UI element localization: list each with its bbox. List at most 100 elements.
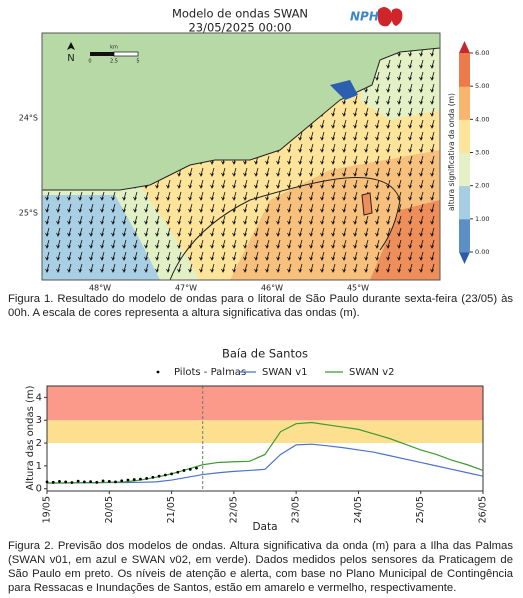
wave-arrow [331,263,336,273]
wave-arrow [342,263,347,273]
wave-arrow [419,263,424,273]
wave-arrow [298,155,303,165]
colorbar-extend [459,41,470,53]
wave-arrow [386,191,391,201]
wave-arrow [232,227,237,237]
wave-arrow [386,203,391,213]
wave-arrow [331,119,336,129]
colorbar-segment [459,53,470,87]
y-tick-label: 2 [36,438,42,449]
wave-arrow [375,143,380,153]
wave-arrow [375,191,380,201]
y-tick-label: 3 [36,415,42,426]
colorbar-tick-label: 4.00 [475,115,489,123]
wave-arrow [331,215,336,225]
wave-arrow [342,239,347,249]
wave-arrow [100,263,105,273]
colorbar-label: altura significativa da onda (m) [447,93,456,211]
wave-arrow [430,215,435,225]
wave-arrow [331,155,336,165]
wave-arrow [265,179,270,189]
wave-arrow [430,47,435,57]
wave-arrow [375,83,380,93]
wave-arrow [375,203,380,213]
wave-arrow [144,239,149,249]
wave-arrow [177,179,182,189]
wave-arrow [408,227,413,237]
wave-arrow [419,59,424,69]
wave-arrow [254,263,259,273]
data-point [82,480,86,484]
data-point [195,466,198,470]
wave-arrow [210,263,215,273]
wave-arrow [397,239,402,249]
land [42,33,440,191]
wave-arrow [243,203,248,213]
wave-arrow [408,167,413,177]
data-point [176,470,180,474]
colorbar-segment [459,185,470,220]
data-point [114,480,117,484]
wave-arrow [309,215,314,225]
wave-arrow [353,179,358,189]
wave-arrow [133,251,138,261]
y-axis-label: Altura das ondas (m) [25,385,36,490]
map-y-label: 24°S [19,114,38,123]
wave-arrow [276,227,281,237]
wave-arrow [265,263,270,273]
wave-arrow [375,251,380,261]
wave-arrow [111,203,116,213]
chart-title: Baía de Santos [222,347,308,361]
wave-arrow [386,83,391,93]
x-tick-label: 23/05 [291,496,302,523]
wave-arrow [144,203,149,213]
wave-arrow [210,227,215,237]
wave-arrow [386,143,391,153]
wave-arrow [265,203,270,213]
wave-arrow [221,227,226,237]
wave-arrow [364,107,369,117]
wave-arrow [45,263,50,273]
wave-arrow [243,263,248,273]
wave-arrow [265,239,270,249]
wave-arrow [166,251,171,261]
wave-arrow [375,215,380,225]
colorbar-tick-label: 5.00 [475,82,489,90]
wave-arrow [265,215,270,225]
wave-arrow [265,227,270,237]
wave-arrow [78,239,83,249]
wave-arrow [133,239,138,249]
colorbar-tick-label: 3.00 [475,149,489,157]
wave-arrow [155,227,160,237]
wave-arrow [419,179,424,189]
wave-arrow [298,263,303,273]
data-point [132,478,136,481]
wave-arrow [67,191,72,201]
wave-arrow [342,155,347,165]
wave-arrow [188,167,193,177]
x-tick-label: 24/05 [353,496,364,523]
wave-arrow [342,191,347,201]
wave-arrow [78,251,83,261]
scale-label: 2.5 [110,59,118,65]
wave-arrow [353,191,358,201]
wave-arrow [232,263,237,273]
wave-arrow [122,251,127,261]
data-point [64,480,68,484]
wave-arrow [419,251,424,261]
wave-arrow [276,155,281,165]
wave-arrow [397,107,402,117]
wave-arrow [243,215,248,225]
colorbar-segment [459,86,470,120]
wave-arrow [408,191,413,201]
wave-arrow [276,215,281,225]
wave-arrow [89,263,94,273]
data-point [89,480,92,484]
wave-arrow [221,263,226,273]
wave-arrow [133,263,138,273]
data-point [126,478,130,482]
data-point [120,479,124,483]
wave-arrow [210,239,215,249]
wave-arrow [430,107,435,117]
colorbar-extend [459,252,470,264]
